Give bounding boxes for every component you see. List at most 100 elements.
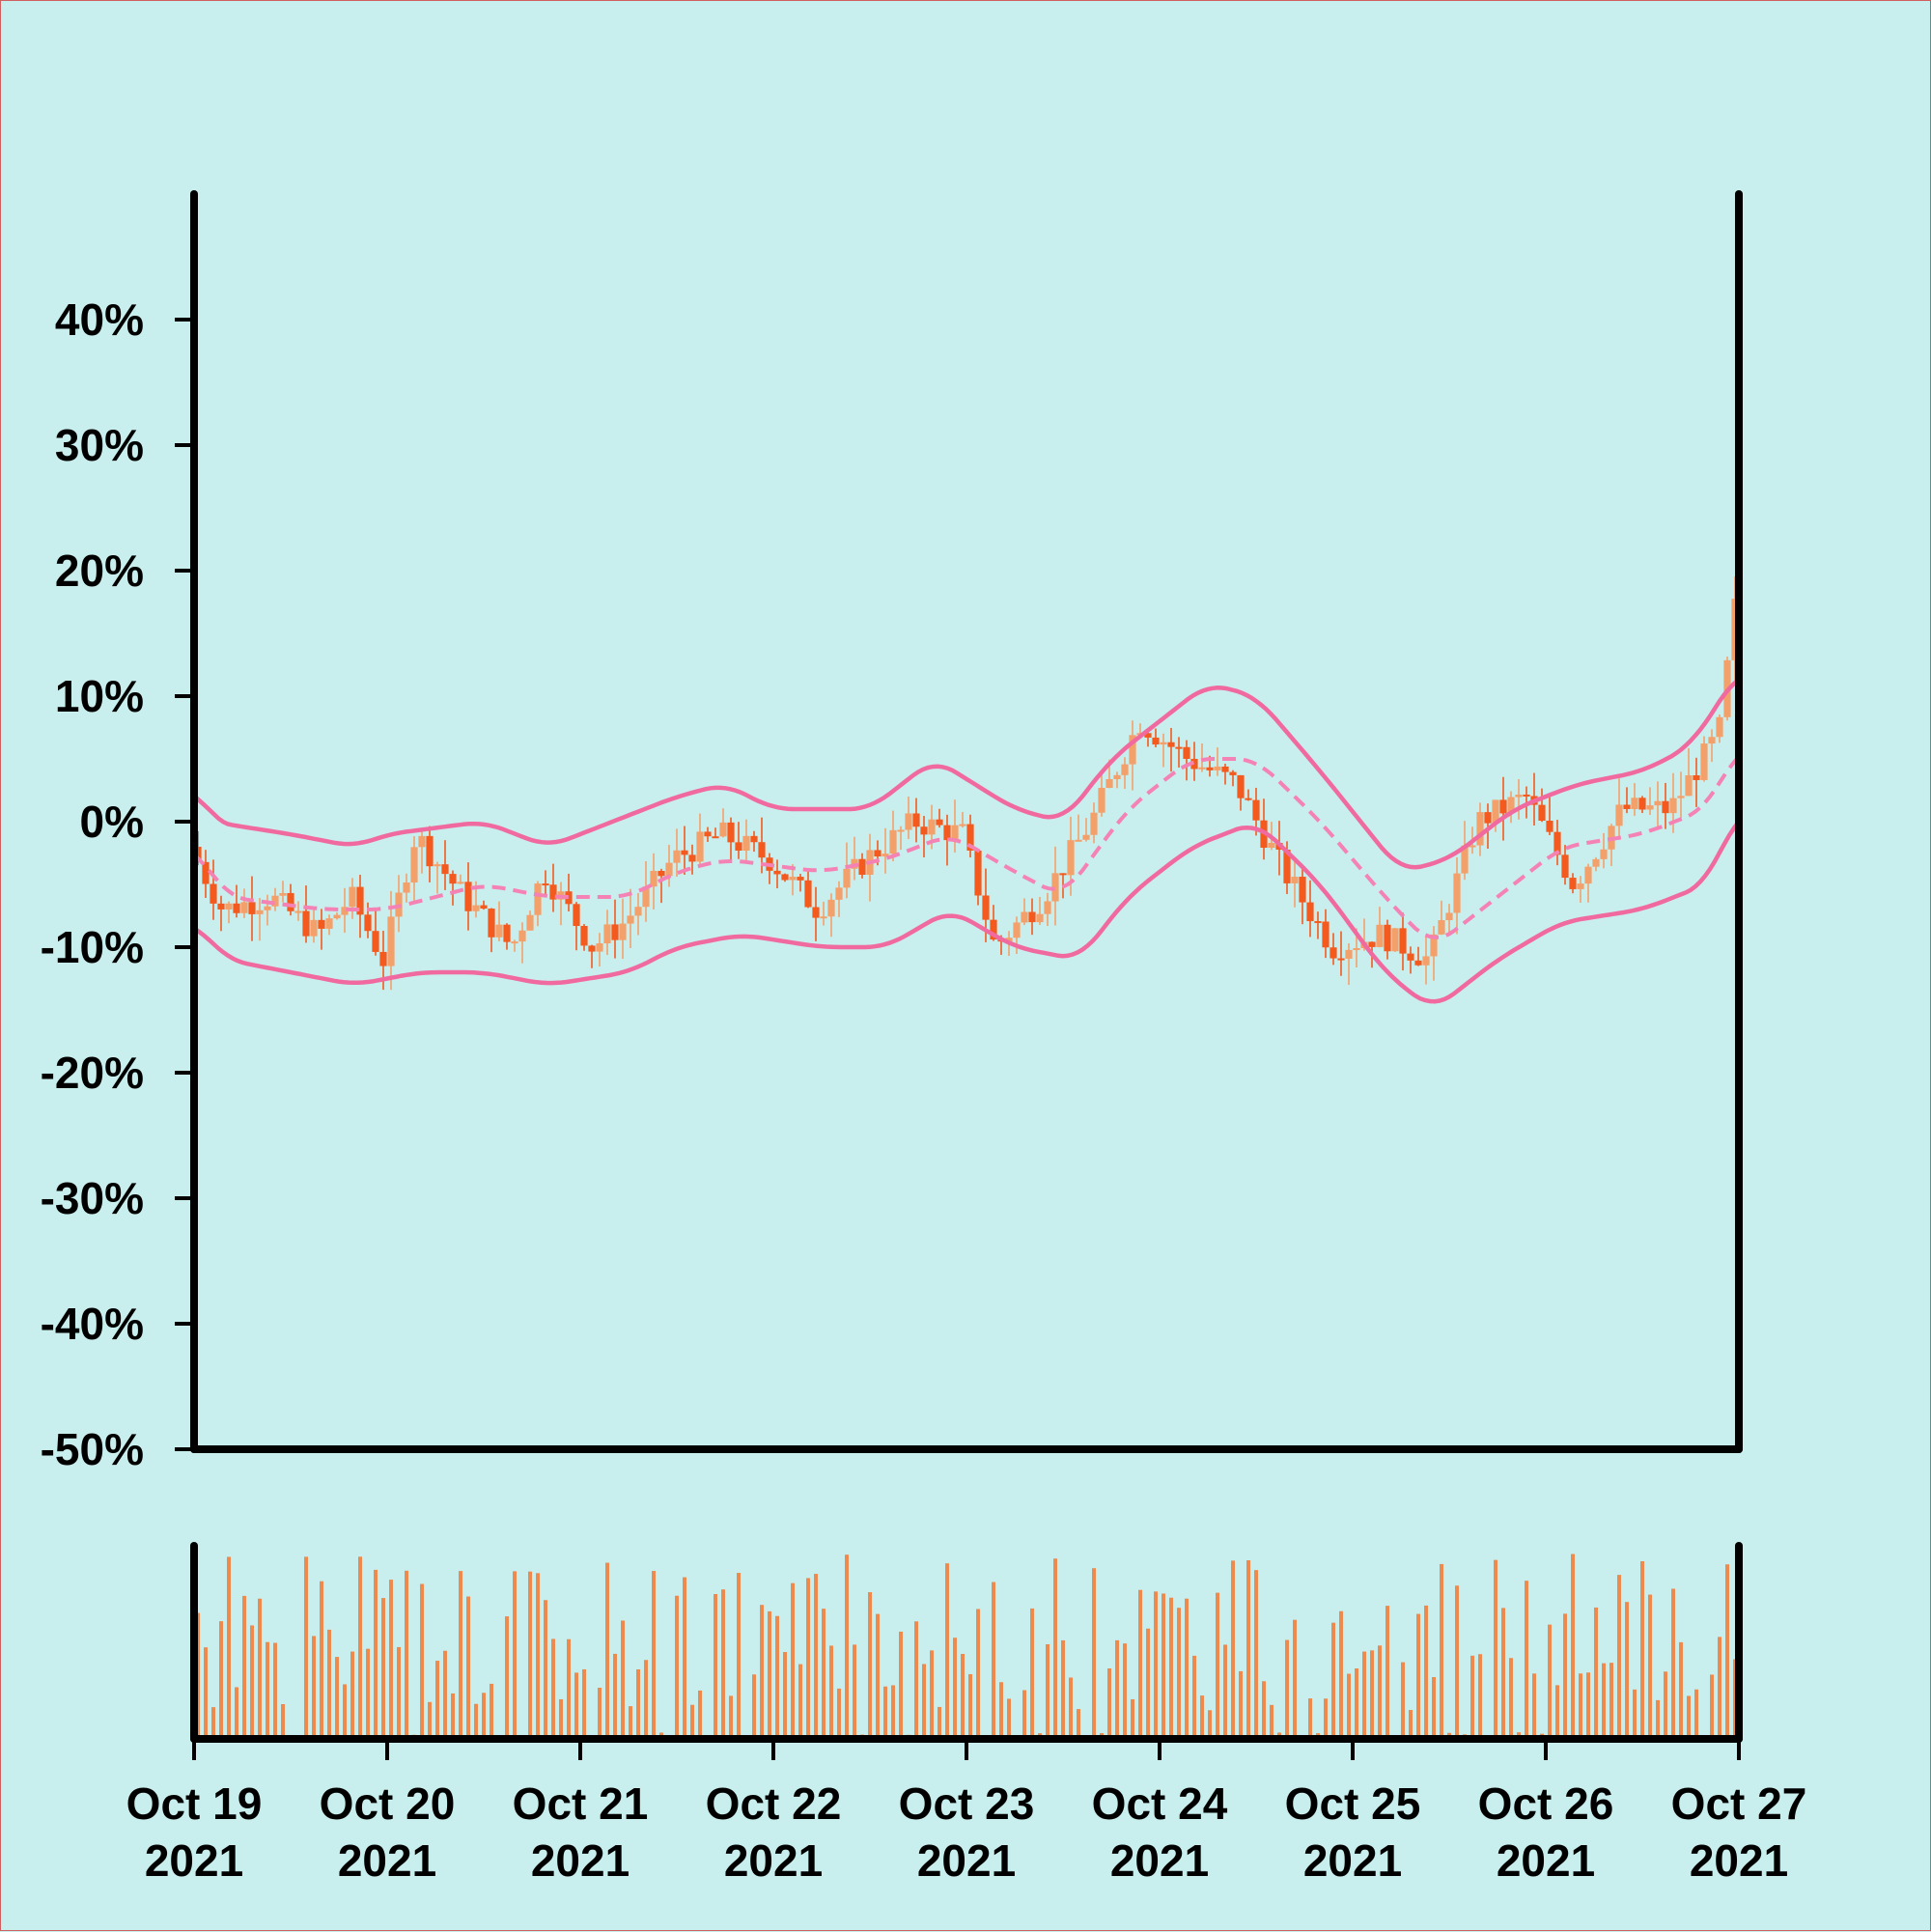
volume-bar [559,1699,563,1739]
volume-bar [992,1582,995,1739]
volume-bar [1455,1585,1459,1739]
volume-bar [397,1647,401,1739]
volume-bar [235,1687,238,1739]
candle-body [1214,767,1220,770]
volume-bar [1022,1691,1026,1739]
candle-body [217,904,224,910]
volume-bar [1046,1644,1049,1739]
volume-bar [1339,1611,1343,1739]
volume-bar [1246,1560,1250,1739]
volume-bar [1347,1674,1351,1739]
volume-bar [1679,1642,1683,1739]
volume-bar [567,1639,571,1739]
candle-body [279,893,286,896]
volume-bar [1440,1564,1443,1739]
price-axes [194,194,1739,1449]
candle-body [905,813,911,829]
candle-body [225,904,232,910]
candle-body [294,911,301,913]
price-plot: 40%30%20%10%0%-10%-20%-30%-40%-50% [41,194,1739,1474]
candle-body [573,904,579,926]
volume-bar [374,1570,378,1739]
volume-bar [1725,1564,1729,1739]
candle-body [742,836,749,851]
volume-bar [1409,1710,1413,1739]
volume-bar [551,1638,555,1739]
candle-body [387,916,394,966]
y-tick-label: 0% [80,797,144,847]
volume-bar [1571,1554,1575,1739]
candle-body [441,864,448,874]
volume-bar [1609,1663,1613,1739]
volume-bar [1579,1673,1582,1739]
candle-body [1090,813,1097,835]
x-tick-label-year: 2021 [338,1835,436,1886]
volume-bar [683,1578,686,1739]
volume-bar [1370,1650,1374,1739]
volume-bar [644,1660,648,1739]
candle-body [1445,912,1452,920]
volume-bar [1007,1698,1011,1739]
candle-body [1028,912,1035,923]
candle-body [1067,840,1074,875]
volume-bar [783,1652,787,1739]
volume-bar [227,1556,231,1739]
volume-bar [1687,1695,1691,1739]
candle-body [1384,925,1390,951]
candle-body [1600,850,1607,859]
volume-bar [582,1669,586,1739]
x-tick-label-date: Oct 21 [513,1778,649,1829]
volume-bar [775,1616,779,1739]
y-tick-label: -10% [41,922,144,972]
volume-bar [1602,1664,1606,1739]
volume-bar [968,1674,972,1739]
volume-bar [335,1657,339,1739]
x-tick-label-date: Oct 24 [1092,1778,1228,1829]
volume-bars [196,1554,1737,1739]
x-tick-label-year: 2021 [531,1835,630,1886]
volume-bar [528,1572,532,1739]
volume-bar [1216,1593,1219,1739]
y-tick-label: 20% [55,546,144,596]
volume-bar [1525,1581,1528,1739]
candle-body [596,943,602,952]
candle-body [1623,804,1630,808]
candle-body [210,884,216,904]
candle-body [1538,805,1545,821]
volume-bar [629,1706,632,1739]
volume-bar [613,1654,617,1739]
volume-bar [389,1580,393,1739]
candle-body [1376,925,1383,947]
x-tick-label-date: Oct 20 [320,1778,456,1829]
candle-body [658,871,664,876]
candle-body [1314,921,1321,923]
volume-bar [675,1596,679,1739]
candle-body [1592,859,1599,867]
candle-body [534,883,541,915]
volume-bar [1061,1640,1065,1739]
volume-bar [405,1571,408,1739]
candle-body [1167,742,1174,747]
candle-body [974,851,981,896]
volume-bar [1656,1700,1660,1739]
volume-bar [1594,1608,1598,1739]
candle-body [464,882,471,910]
candle-body [449,874,456,883]
volume-bar [876,1614,880,1739]
candle-body [248,902,255,914]
bollinger-lower-line [194,822,1739,1001]
volume-bar [281,1704,285,1739]
candle-body [804,881,811,908]
candle-body [1345,950,1352,959]
candle-body [1685,775,1692,796]
volume-bar [505,1616,509,1739]
volume-bar [1208,1710,1212,1739]
volume-bar [1185,1599,1189,1739]
volume-bar [636,1669,640,1739]
volume-bar [1192,1656,1196,1739]
candle-body [1044,901,1050,913]
volume-bar [1718,1637,1721,1739]
y-tick-label: 40% [55,294,144,345]
candle-body [681,851,687,855]
